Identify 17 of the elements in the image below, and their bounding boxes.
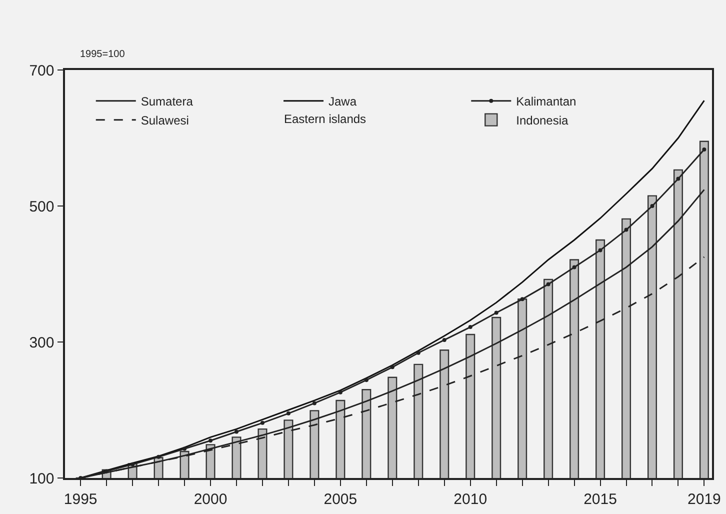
x-tick-label: 2010 — [454, 490, 488, 508]
x-tick-label: 2019 — [688, 490, 721, 508]
legend-label: Jawa — [328, 94, 357, 108]
x-tick-label: 1995 — [64, 490, 98, 508]
legend-label: Kalimantan — [516, 94, 576, 108]
x-tick-label: 2000 — [194, 490, 228, 508]
legend-label: Indonesia — [516, 114, 569, 128]
y-tick-label: 100 — [29, 470, 54, 488]
x-tick-label: 2005 — [324, 490, 358, 508]
y-tick-label: 300 — [29, 334, 54, 352]
legend-label: Sulawesi — [140, 114, 189, 128]
y-tick-label: 700 — [29, 62, 54, 80]
y-axis-title: 1995=100 — [80, 49, 126, 60]
legend-label: Sumatera — [140, 94, 194, 108]
x-tick-label: 2015 — [584, 490, 617, 508]
annotation: Eastern islands — [284, 112, 366, 126]
y-tick-label: 500 — [29, 198, 54, 216]
